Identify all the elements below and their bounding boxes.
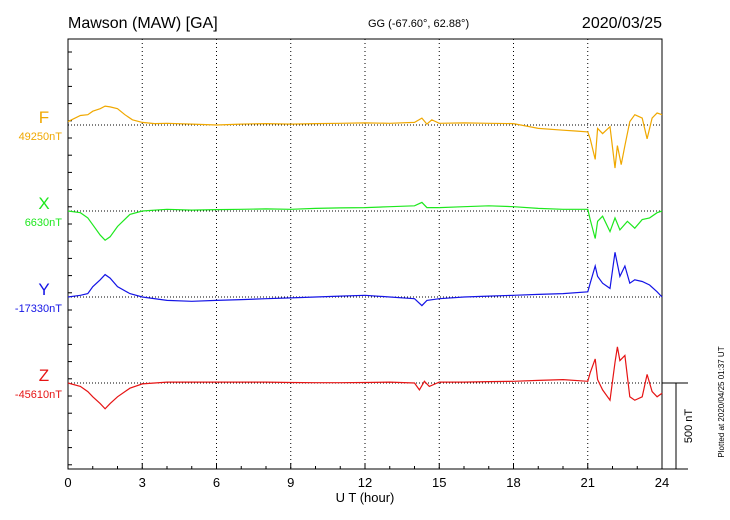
series-line-z — [67, 346, 663, 410]
x-tick-label: 21 — [581, 475, 595, 490]
scale-bar-label: 500 nT — [683, 409, 695, 444]
series-name-z: Z — [39, 366, 49, 385]
x-axis: 0 3 6 9 12 15 18 21 24 — [64, 51, 669, 490]
series-baseline-value-f: 49250nT — [19, 131, 63, 143]
series-name-x: X — [38, 194, 49, 213]
series-line-f — [67, 105, 663, 169]
plotted-at-note: Plotted at 2020/04/25 01:37 UT — [717, 346, 726, 457]
scale-bar: 500 nT — [662, 382, 695, 470]
series-baseline-value-y: -17330nT — [15, 303, 62, 315]
x-tick-label: 3 — [139, 475, 146, 490]
station-coordinates: GG (-67.60°, 62.88°) — [368, 18, 469, 30]
series-lines — [67, 105, 663, 410]
x-tick-label: 24 — [655, 475, 669, 490]
series-name-y: Y — [38, 280, 49, 299]
x-tick-label: 12 — [358, 475, 372, 490]
series-line-y — [67, 252, 663, 307]
x-tick-label: 0 — [64, 475, 71, 490]
series-labels: F 49250nT X 6630nT Y -17330nT Z -45610nT — [15, 108, 62, 401]
x-tick-label: 6 — [213, 475, 220, 490]
x-axis-label: U T (hour) — [336, 490, 395, 505]
chart-date: 2020/03/25 — [582, 15, 662, 32]
series-baseline-value-x: 6630nT — [25, 217, 63, 229]
series-name-f: F — [39, 108, 49, 127]
chart-title: Mawson (MAW) [GA] — [68, 15, 218, 32]
series-baseline-value-z: -45610nT — [15, 389, 62, 401]
vertical-grid — [141, 39, 589, 469]
x-tick-label: 9 — [287, 475, 294, 490]
x-tick-label: 15 — [432, 475, 446, 490]
x-tick-label: 18 — [506, 475, 520, 490]
series-line-x — [67, 201, 663, 241]
